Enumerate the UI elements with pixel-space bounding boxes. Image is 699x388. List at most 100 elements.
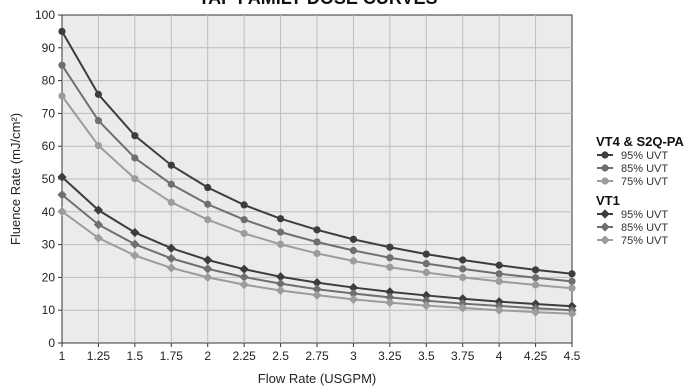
data-point [348,294,359,304]
series-vt4-s2q-pa-75 [58,92,576,292]
data-point [312,284,322,294]
data-point [240,216,248,224]
data-point [93,219,104,230]
data-point [167,180,175,188]
data-point [600,209,610,219]
y-tick-label: 20 [42,270,56,284]
data-point [203,255,213,265]
y-tick-label: 10 [42,303,56,317]
data-point [57,172,67,182]
data-point [386,243,394,251]
data-point [58,92,66,100]
data-point [421,301,431,311]
y-tick-label: 70 [42,106,56,120]
data-point [131,154,139,162]
data-point [312,290,322,300]
data-point [130,227,140,238]
data-point [495,270,503,278]
data-point [166,263,176,273]
data-point [494,305,504,315]
y-tick-label: 40 [42,205,56,219]
data-point [385,287,395,297]
data-point [601,164,609,172]
data-point [203,272,213,282]
data-point [131,132,139,140]
x-tick-label: 4 [496,349,503,363]
chart-title: TAP FAMILY DOSE CURVES [198,0,437,8]
data-point [276,240,285,248]
data-point [600,235,610,245]
data-point [167,161,175,169]
data-point [531,281,540,289]
data-point [531,274,540,282]
legend-label: 95% UVT [621,150,668,162]
legend-item: 85% UVT [597,163,668,175]
x-tick-label: 1.5 [127,349,144,363]
x-tick-label: 4.5 [564,349,581,363]
y-axis-ticks: 0 10 20 30 40 50 60 70 80 90 100 [35,8,62,350]
y-axis-label: Fluence Rate (mJ/cm²) [8,113,23,245]
data-point [422,250,430,258]
legend-item: 85% UVT [597,222,668,234]
data-point [459,265,467,273]
x-tick-label: 1.75 [160,349,184,363]
data-point [275,285,286,296]
data-point [422,260,430,268]
series-vt4-s2q-pa-95 [58,27,576,278]
data-point [568,270,576,278]
data-point [166,243,176,253]
data-point [58,27,66,35]
data-point [568,284,576,292]
data-point [495,261,503,269]
y-tick-label: 30 [42,238,56,252]
data-point [240,229,248,238]
data-point [600,222,610,232]
data-point [276,228,285,236]
data-point [386,254,394,262]
data-point [422,268,430,277]
data-point [458,294,468,304]
x-tick-label: 1 [59,349,66,363]
legend-group-title: VT4 & S2Q-PA [596,134,685,149]
legend-label: 95% UVT [621,209,668,221]
data-point [531,266,540,274]
data-point [239,272,249,282]
data-point [348,282,359,293]
data-point [275,272,286,282]
data-point [93,205,104,215]
data-point [166,253,176,263]
data-point [313,226,321,234]
data-point [495,277,503,285]
data-point [568,277,576,285]
data-point [93,233,104,243]
data-point [94,141,103,150]
data-point [130,250,140,261]
legend-label: 75% UVT [621,176,668,188]
data-point [239,264,249,274]
data-point [131,175,139,183]
x-tick-label: 2.25 [232,349,256,363]
data-point [204,183,212,192]
legend-item: 95% UVT [597,209,668,221]
y-tick-label: 100 [35,8,55,22]
data-point [459,256,467,264]
data-point [204,216,212,224]
data-point [313,249,321,258]
data-point [530,307,541,317]
data-point [349,257,358,265]
legend-item: 75% UVT [597,176,668,188]
data-point [130,239,140,249]
legend-group-title: VT1 [596,193,620,208]
x-tick-label: 4.25 [524,349,548,363]
x-tick-label: 1.25 [87,349,111,363]
x-tick-label: 3 [350,349,357,363]
x-tick-label: 2 [204,349,211,363]
data-point [567,309,577,319]
series-vt4-s2q-pa-85 [58,61,576,285]
legend-item: 95% UVT [597,150,668,162]
data-point [459,273,467,281]
data-point [386,263,394,271]
y-tick-label: 0 [48,336,55,350]
x-axis-ticks: 1 1.25 1.5 1.75 2 2.25 2.5 2.75 3 3.25 3.5 3.75 4 4.2… [59,343,581,363]
